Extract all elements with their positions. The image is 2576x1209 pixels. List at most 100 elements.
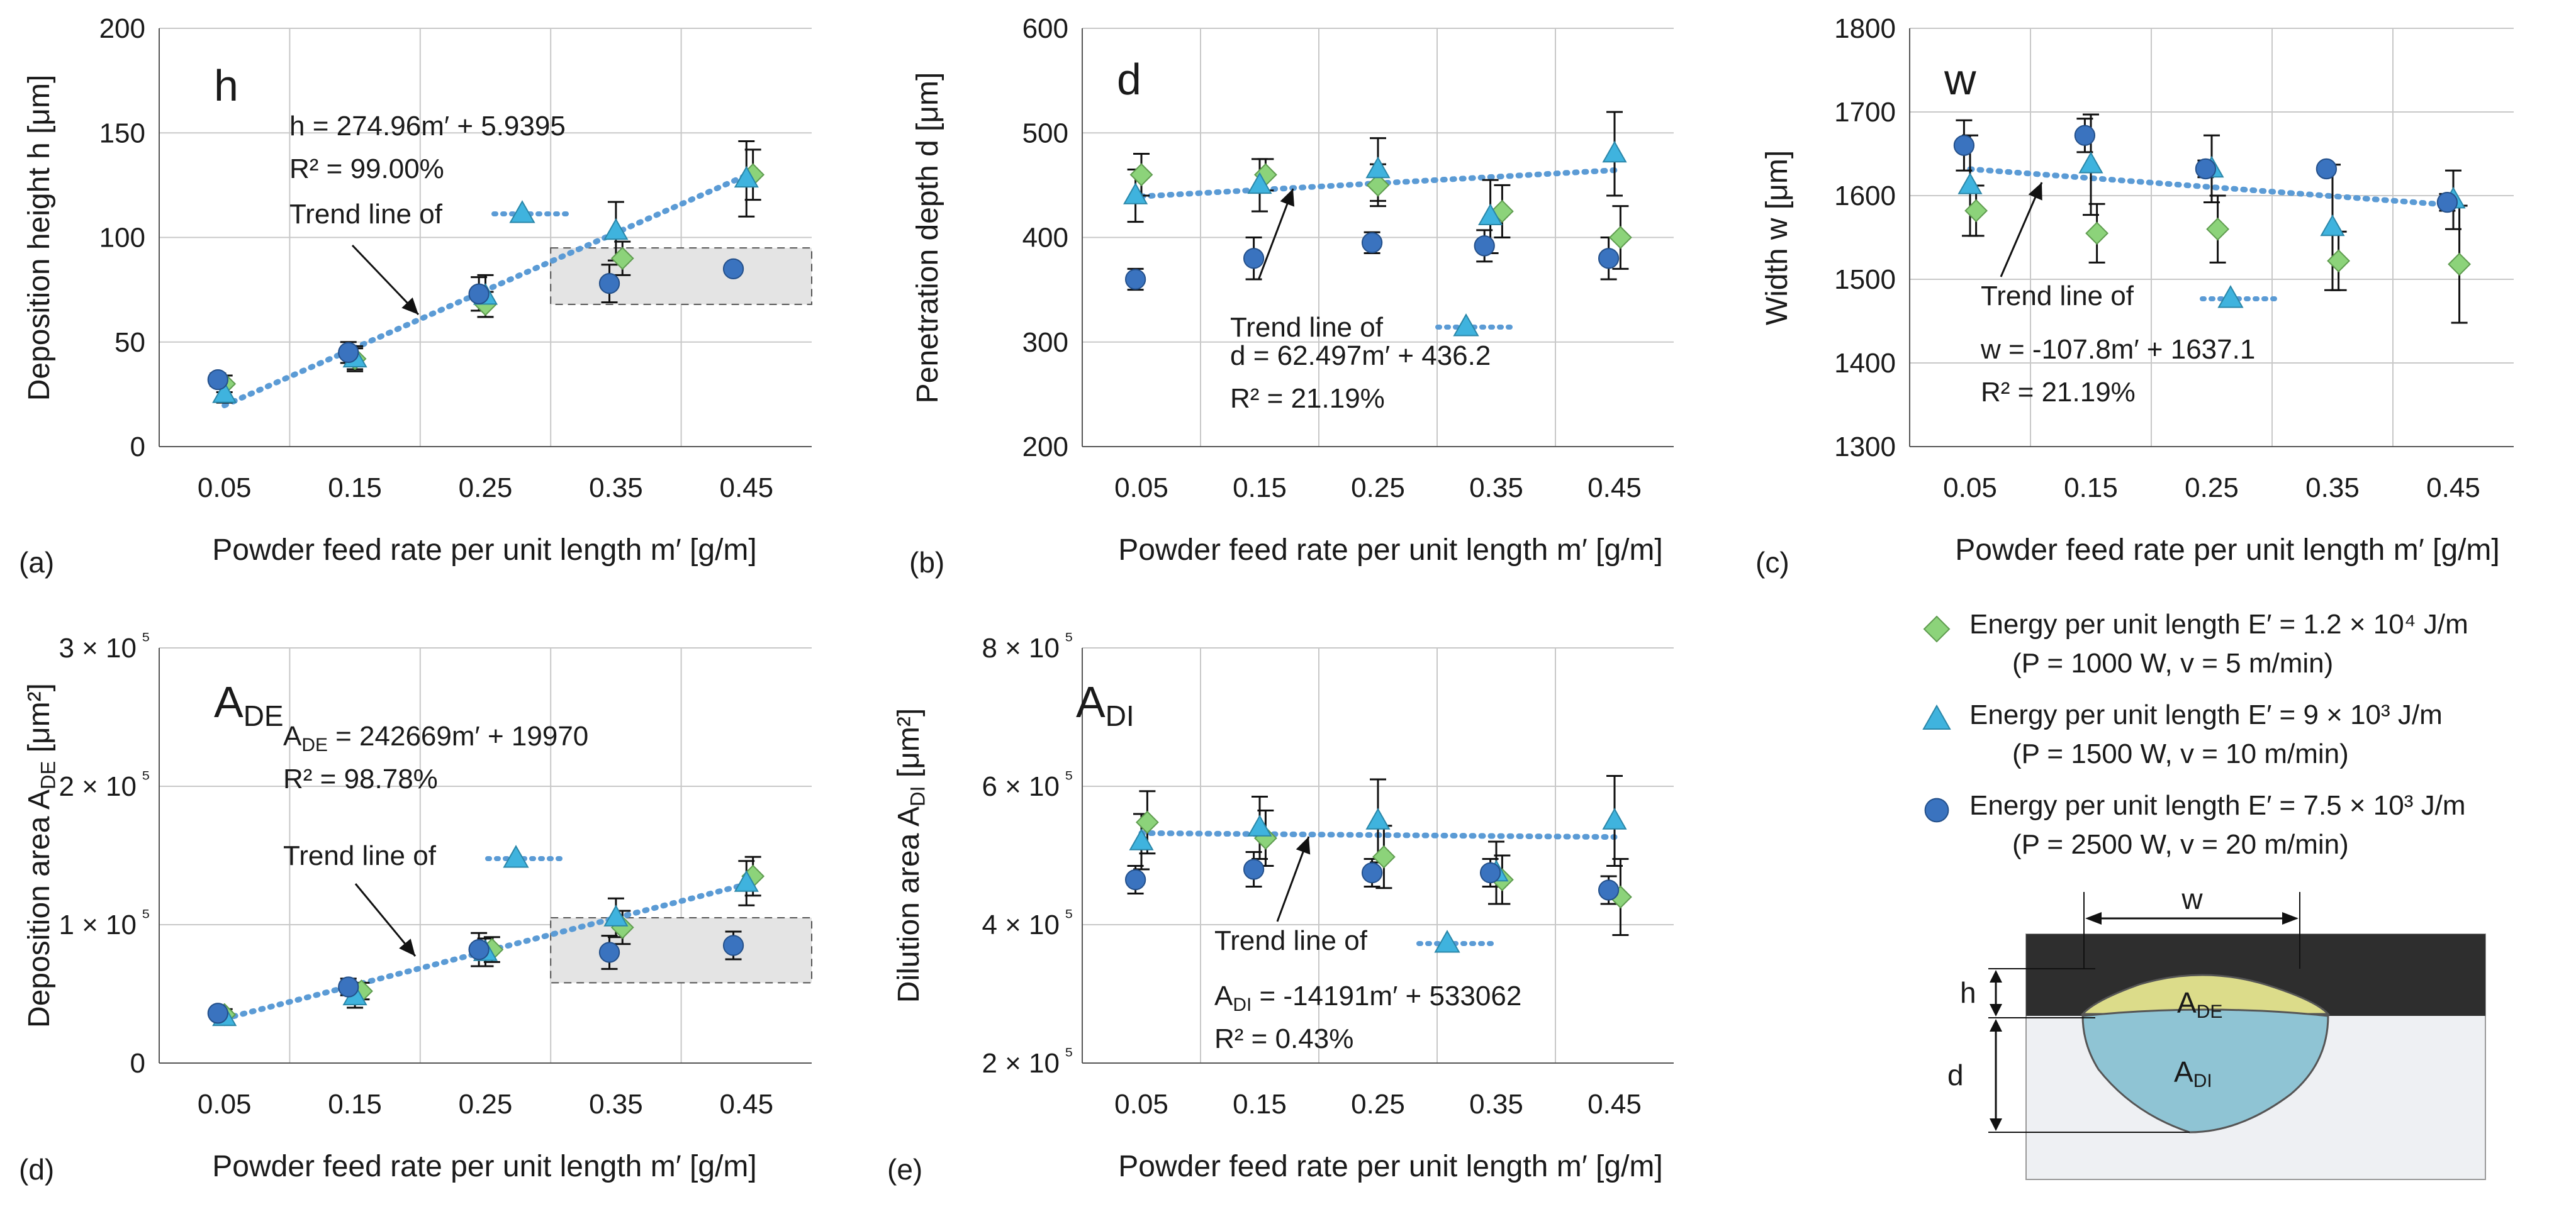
data-point-triangle xyxy=(1365,156,1391,179)
highlight-box xyxy=(550,247,812,305)
x-tick-label: 0.05 xyxy=(198,1089,252,1120)
y-tick-label: 1800 xyxy=(1834,13,1896,44)
x-tick-label: 0.05 xyxy=(1114,1089,1168,1120)
x-axis-title: Powder feed rate per unit length m′ [g/m… xyxy=(212,533,756,567)
x-tick-label: 0.25 xyxy=(459,1089,513,1120)
trend-legend-triangle xyxy=(503,845,529,868)
data-point-circle xyxy=(468,283,490,304)
panel-tag: (b) xyxy=(909,546,944,579)
h-arrowhead-bottom xyxy=(1990,1004,2002,1017)
deposition-area-shape xyxy=(2080,974,2331,1015)
y-tick-label: 1500 xyxy=(1834,264,1896,295)
data-point-triangle xyxy=(603,905,629,927)
panel-tag: (d) xyxy=(19,1153,54,1186)
y-tick-exponent: ⁵ xyxy=(142,766,150,790)
y-tick-label: 300 xyxy=(1022,327,1068,358)
y-tick-label: 400 xyxy=(1022,223,1068,254)
trend-r2: R² = 21.19% xyxy=(1981,377,2136,408)
trend-line xyxy=(1967,166,2456,208)
trend-equation: d = 62.497m′ + 436.2 xyxy=(1230,340,1491,371)
legend-sub-2: (P = 1500 W, v = 10 m/min) xyxy=(2012,738,2349,769)
x-tick-label: 0.05 xyxy=(198,472,252,503)
x-tick-label: 0.05 xyxy=(1114,472,1168,503)
y-tick-label: 2 × 10 xyxy=(59,771,137,802)
trend-equation: ADE = 242669m′ + 19970 xyxy=(283,721,588,755)
data-point-circle xyxy=(1243,248,1265,269)
data-point-circle xyxy=(2436,192,2458,213)
x-tick-label: 0.45 xyxy=(1588,1089,1642,1120)
x-axis-title: Powder feed rate per unit length m′ [g/m… xyxy=(1118,1150,1662,1183)
data-point-triangle xyxy=(1957,172,1983,194)
data-point-circle xyxy=(338,342,359,364)
panel-variable-label: h xyxy=(214,61,238,110)
x-tick-label: 0.15 xyxy=(1233,1089,1287,1120)
legend-item-1: Energy per unit length E′ = 1.2 × 10⁴ J/… xyxy=(1969,609,2468,640)
legend-item-3: Energy per unit length E′ = 7.5 × 10³ J/… xyxy=(1969,790,2465,822)
annotation-arrowhead xyxy=(1296,837,1311,855)
data-point-diamond xyxy=(1129,163,1153,187)
d-arrowhead-top xyxy=(1990,1019,2002,1032)
y-tick-label: 0 xyxy=(130,1048,145,1079)
legend-item-2: Energy per unit length E′ = 9 × 10³ J/m xyxy=(1969,699,2443,731)
data-point-circle xyxy=(1479,862,1501,884)
data-point-circle xyxy=(1598,248,1620,269)
legend-label-1: Energy per unit length E′ = 1.2 × 10⁴ J/… xyxy=(1969,609,2468,640)
data-point-diamond xyxy=(2085,221,2109,245)
h-label: h xyxy=(1960,976,1976,1009)
legend-sub-1: (P = 1000 W, v = 5 m/min) xyxy=(2012,648,2334,679)
data-point-diamond xyxy=(610,247,634,270)
trend-legend-triangle xyxy=(509,200,535,223)
x-tick-label: 0.45 xyxy=(719,472,773,503)
annotation-arrowhead xyxy=(2028,182,2042,201)
y-tick-label: 0 xyxy=(130,432,145,462)
data-point-diamond xyxy=(2327,249,2351,273)
data-point-triangle xyxy=(1365,808,1391,830)
y-tick-label: 600 xyxy=(1022,13,1068,44)
x-tick-label: 0.45 xyxy=(2426,472,2480,503)
x-tick-label: 0.15 xyxy=(328,472,382,503)
data-point-diamond xyxy=(1135,810,1159,834)
w-label: w xyxy=(2181,883,2203,915)
trend-line-caption: Trend line of xyxy=(1981,281,2134,311)
annotation-arrowhead xyxy=(399,939,415,956)
trend-line-caption: Trend line of xyxy=(1230,312,1384,343)
legend-marker-triangle xyxy=(1922,704,1951,730)
y-tick-label: 500 xyxy=(1022,118,1068,148)
x-axis-title: Powder feed rate per unit length m′ [g/m… xyxy=(1118,533,1662,567)
data-point-circle xyxy=(2195,158,2217,180)
data-point-circle xyxy=(2074,125,2096,146)
y-tick-label: 1700 xyxy=(1834,97,1896,128)
y-tick-label: 1300 xyxy=(1834,432,1896,462)
chart-d: 01 × 10 ⁵2 × 10 ⁵3 × 10 ⁵0.05 0.15 0.25 0.35 0.… xyxy=(19,628,812,1186)
data-point-circle xyxy=(1474,235,1495,257)
y-axis-title: Penetration depth d [μm] xyxy=(911,72,944,404)
y-axis-title: Dilution area ADI [μm²] xyxy=(892,708,929,1003)
panel-tag: (c) xyxy=(1756,546,1789,579)
y-tick-label: 8 × 10 xyxy=(982,633,1060,664)
y-tick-label: 1400 xyxy=(1834,348,1896,379)
trend-r2: R² = 99.00% xyxy=(289,153,444,184)
y-tick-exponent: ⁵ xyxy=(1065,1043,1073,1067)
trend-equation: ADI = -14191m′ + 533062 xyxy=(1214,981,1521,1015)
data-point-circle xyxy=(1124,869,1146,891)
data-point-triangle xyxy=(2320,214,2345,237)
data-point-circle xyxy=(722,258,744,280)
data-point-diamond xyxy=(1372,845,1396,869)
x-tick-label: 0.05 xyxy=(1943,472,1997,503)
legend-markers xyxy=(1922,615,1951,823)
d-label: d xyxy=(1947,1059,1964,1091)
data-point-triangle xyxy=(1247,172,1272,194)
y-tick-label: 3 × 10 xyxy=(59,633,137,664)
data-point-circle xyxy=(1361,232,1383,254)
charts-layer: 0 50 100 150 200 0.05 0.15 0.25 0.35 0.45 h h = 274… xyxy=(19,13,2514,1186)
trend-legend-triangle xyxy=(1434,930,1460,953)
y-tick-label: 50 xyxy=(115,327,145,358)
x-tick-label: 0.35 xyxy=(1469,1089,1523,1120)
trend-r2: R² = 21.19% xyxy=(1230,383,1385,414)
data-point-circle xyxy=(1243,859,1265,880)
data-point-diamond xyxy=(1964,199,1988,223)
x-axis-title: Powder feed rate per unit length m′ [g/m… xyxy=(212,1150,756,1183)
x-tick-label: 0.35 xyxy=(589,472,643,503)
